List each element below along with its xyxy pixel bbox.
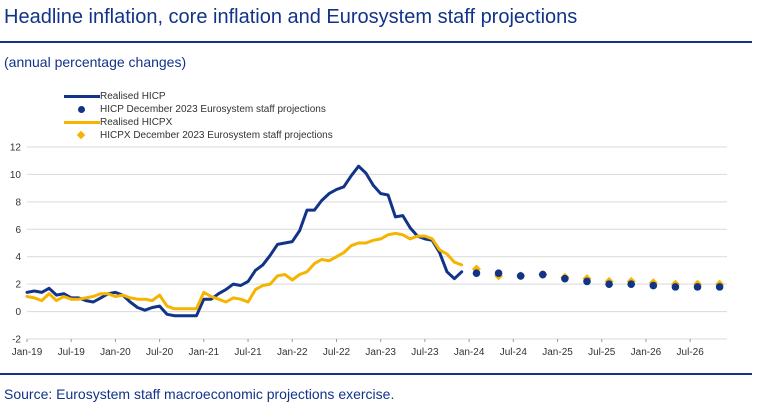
projection-point-hicp — [671, 283, 680, 291]
legend-line-hicpx — [64, 121, 100, 124]
y-tick-label: -2 — [12, 335, 21, 346]
legend-item-hicp: Realised HICP — [60, 90, 333, 103]
projection-point-hicp — [627, 280, 636, 288]
series-line-hicp — [25, 164, 464, 318]
chart-legend: Realised HICP HICP December 2023 Eurosys… — [60, 90, 333, 142]
legend-line-hicp — [64, 95, 100, 98]
projection-point-hicp — [693, 283, 702, 291]
legend-item-hicpx: Realised HICPX — [60, 116, 333, 129]
y-tick-label: 2 — [15, 280, 21, 291]
y-tick-label: 8 — [15, 197, 21, 208]
title-rule — [0, 41, 752, 43]
legend-item-hicp-proj: HICP December 2023 Eurosystem staff proj… — [60, 103, 333, 116]
x-tick-label: Jul-21 — [234, 347, 262, 358]
legend-diamond-hicpx-proj — [76, 130, 86, 140]
x-tick-label: Jul-19 — [58, 347, 86, 358]
x-tick-label: Jul-24 — [500, 347, 528, 358]
footer-rule — [0, 373, 752, 375]
line-chart: -2 0 2 4 6 8 10 12 Jan-19 Jul-19 Jan-20 Jul-20 Jan-2… — [10, 143, 727, 358]
series-line-hicpx — [25, 231, 464, 311]
legend-label-hicpx: Realised HICPX — [100, 117, 173, 128]
x-tick-label: Jul-23 — [411, 347, 439, 358]
x-tick-label: Jan-21 — [189, 347, 220, 358]
source-note: Source: Eurosystem staff macroeconomic p… — [4, 386, 395, 402]
y-tick-label: 12 — [10, 143, 22, 154]
projection-point-hicp — [516, 272, 525, 280]
x-tick-label: Jul-25 — [588, 347, 616, 358]
projection-point-hicp — [538, 270, 547, 279]
y-tick-label: 0 — [15, 307, 21, 318]
x-tick-label: Jan-23 — [365, 347, 396, 358]
x-tick-label: Jan-20 — [100, 347, 131, 358]
legend-item-hicpx-proj: HICPX December 2023 Eurosystem staff pro… — [60, 129, 333, 142]
x-tick-label: Jan-26 — [631, 347, 662, 358]
x-tick-label: Jan-22 — [277, 347, 308, 358]
legend-label-hicp: Realised HICP — [100, 91, 166, 102]
projection-point-hicp — [649, 281, 658, 290]
x-tick-label: Jul-20 — [146, 347, 174, 358]
projection-point-hicp — [583, 277, 591, 286]
projection-point-hicp — [715, 283, 724, 291]
x-tick-label: Jan-25 — [542, 347, 573, 358]
y-tick-label: 10 — [10, 170, 22, 181]
legend-dot-hicp-proj — [78, 106, 85, 113]
projection-point-hicp — [494, 269, 503, 277]
y-tick-label: 4 — [15, 252, 21, 263]
projection-point-hicp — [561, 274, 569, 283]
x-tick-label: Jan-24 — [454, 347, 485, 358]
chart-subtitle: (annual percentage changes) — [4, 54, 187, 70]
x-tick-label: Jul-22 — [323, 347, 351, 358]
legend-label-hicpx-proj: HICPX December 2023 Eurosystem staff pro… — [100, 130, 333, 141]
x-tick-label: Jan-19 — [12, 347, 43, 358]
legend-label-hicp-proj: HICP December 2023 Eurosystem staff proj… — [100, 104, 326, 115]
y-tick-label: 6 — [15, 225, 21, 236]
x-tick-label: Jul-26 — [677, 347, 705, 358]
projection-point-hicp — [605, 280, 613, 288]
projection-point-hicp — [472, 269, 481, 277]
page-title: Headline inflation, core inflation and E… — [4, 6, 578, 28]
